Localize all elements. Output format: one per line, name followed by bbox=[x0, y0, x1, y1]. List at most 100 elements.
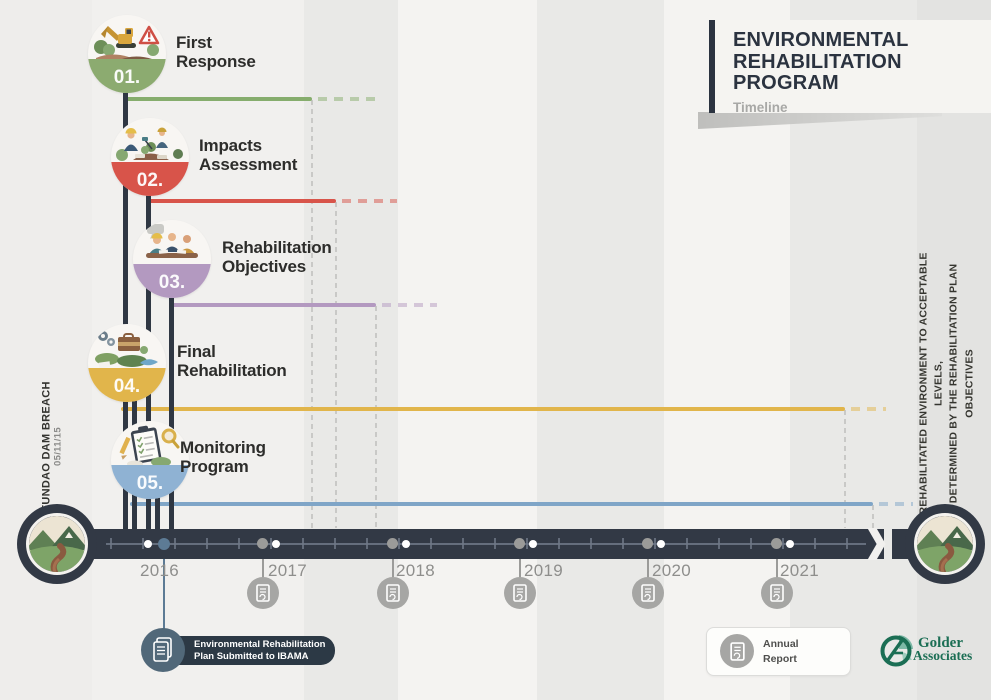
rehabilitated-environment-label: REHABILITATED ENVIRONMENT TO ACCEPTABLE … bbox=[917, 252, 976, 515]
report-stem-2020 bbox=[647, 552, 649, 580]
phase4-label: Final Rehabilitation bbox=[177, 342, 287, 381]
phase1-duration-dashes bbox=[318, 97, 375, 101]
report-stem-2019 bbox=[519, 552, 521, 580]
dashed-dropline-5 bbox=[872, 505, 874, 528]
phase3-number: 03. bbox=[158, 272, 186, 293]
annual-report-legend-label: Annual Report bbox=[763, 638, 799, 665]
ibama-callout-line1: Environmental Rehabilitation bbox=[194, 639, 326, 650]
phase3-color-band bbox=[133, 264, 211, 298]
timeline-start-cap bbox=[17, 504, 97, 584]
document-icon bbox=[386, 584, 400, 602]
landscape-icon bbox=[26, 513, 88, 575]
page-title-line3: PROGRAM bbox=[733, 72, 839, 95]
phase3-label: Rehabilitation Objectives bbox=[222, 238, 332, 277]
phase5-number: 05. bbox=[136, 473, 164, 494]
page-title-line2: REHABILITATION bbox=[733, 50, 902, 73]
phase2-label: Impacts Assessment bbox=[199, 136, 298, 175]
document-icon bbox=[641, 584, 655, 602]
phase3-duration-dashes bbox=[382, 303, 437, 307]
checklist-scene-icon bbox=[119, 425, 180, 468]
phase1-connector bbox=[123, 54, 128, 529]
year-dot-2019 bbox=[514, 538, 525, 549]
document-icon bbox=[770, 584, 784, 602]
page-title-line1: ENVIRONMENTAL bbox=[733, 29, 909, 51]
phase2-circle: 02. bbox=[111, 118, 189, 196]
phase5-circle: 05. bbox=[111, 421, 189, 499]
restoration-scene-icon bbox=[95, 331, 158, 369]
timeline-dot bbox=[144, 540, 152, 548]
excavator-scene-icon bbox=[94, 25, 160, 61]
phase1-label: First Response bbox=[176, 33, 256, 72]
title-accent-bar bbox=[709, 20, 715, 113]
document-icon bbox=[513, 584, 527, 602]
dashed-dropline-2 bbox=[335, 202, 337, 528]
timeline-dot bbox=[402, 540, 410, 548]
annual-report-legend-marker bbox=[720, 634, 754, 668]
timeline-end-cap bbox=[905, 504, 985, 584]
timeline-dot bbox=[657, 540, 665, 548]
logo-wordmark: Golder Associates bbox=[913, 635, 973, 664]
annual-report-marker-2019 bbox=[504, 577, 536, 609]
ibama-dot bbox=[158, 538, 170, 550]
phase4-circle: 04. bbox=[88, 324, 166, 402]
phase4-duration-dashes bbox=[851, 407, 886, 411]
timeline-dot bbox=[786, 540, 794, 548]
phase1-circle: 01. bbox=[88, 15, 166, 93]
phase1-duration-line bbox=[125, 97, 312, 101]
annual-report-marker-2021 bbox=[761, 577, 793, 609]
phase1-number: 01. bbox=[113, 67, 141, 88]
phase4-color-band bbox=[88, 368, 166, 402]
page-subtitle: Timeline bbox=[733, 99, 788, 115]
fundao-dam-breach-label: FUNDAO DAM BREACH 05/11/15 bbox=[40, 381, 64, 512]
landscape-icon bbox=[914, 513, 976, 575]
annual-report-legend: Annual Report bbox=[706, 627, 851, 676]
bg-stripe bbox=[0, 0, 92, 700]
phase2-color-band bbox=[111, 162, 189, 196]
report-stem-2021 bbox=[776, 552, 778, 580]
timeline-dot bbox=[529, 540, 537, 548]
ibama-callout-line2: Plan Submitted to IBAMA bbox=[194, 650, 309, 662]
dashed-dropline-1 bbox=[311, 100, 313, 528]
phase2-duration-dashes bbox=[342, 199, 397, 203]
phase5-duration-dashes bbox=[879, 502, 913, 506]
year-label-2016: 2016 bbox=[140, 561, 180, 580]
document-icon bbox=[729, 641, 745, 661]
phase2-duration-line bbox=[148, 199, 336, 203]
timeline-dot bbox=[272, 540, 280, 548]
year-label-2021: 2021 bbox=[780, 561, 820, 580]
document-icon bbox=[256, 584, 270, 602]
report-stem-2018 bbox=[392, 552, 394, 580]
year-dot-2020 bbox=[642, 538, 653, 549]
title-box: ENVIRONMENTAL REHABILITATION PROGRAM Tim… bbox=[715, 20, 991, 115]
annual-report-marker-2017 bbox=[247, 577, 279, 609]
year-dot-2017 bbox=[257, 538, 268, 549]
year-label-2020: 2020 bbox=[652, 561, 692, 580]
year-label-2019: 2019 bbox=[524, 561, 564, 580]
phase1-color-band bbox=[88, 59, 166, 93]
phase3-duration-line bbox=[170, 303, 376, 307]
annual-report-marker-2020 bbox=[632, 577, 664, 609]
year-label-2018: 2018 bbox=[396, 561, 436, 580]
phase5-duration-line bbox=[130, 502, 873, 506]
ibama-marker bbox=[141, 628, 185, 672]
dashed-dropline-4 bbox=[844, 410, 846, 528]
dashed-dropline-3 bbox=[375, 306, 377, 528]
phase4-number: 04. bbox=[113, 376, 141, 397]
annual-report-marker-2018 bbox=[377, 577, 409, 609]
phase3-connector bbox=[169, 259, 174, 529]
phase4-duration-line bbox=[121, 407, 845, 411]
year-dot-2021 bbox=[771, 538, 782, 549]
report-stem-2017 bbox=[262, 552, 264, 580]
phase5-color-band bbox=[111, 465, 189, 499]
phase2-number: 02. bbox=[136, 170, 164, 191]
field-assessment-scene-icon bbox=[116, 127, 183, 161]
phase3-circle: 03. bbox=[133, 220, 211, 298]
year-label-2017: 2017 bbox=[268, 561, 308, 580]
phase5-label: Monitoring Program bbox=[180, 438, 266, 477]
ibama-callout: Environmental Rehabilitation Plan Submit… bbox=[172, 636, 335, 665]
document-icon bbox=[153, 637, 172, 662]
globe-icon bbox=[880, 635, 913, 667]
year-dot-2018 bbox=[387, 538, 398, 549]
timeline-ticks bbox=[110, 538, 864, 549]
ibama-stem bbox=[163, 550, 165, 630]
